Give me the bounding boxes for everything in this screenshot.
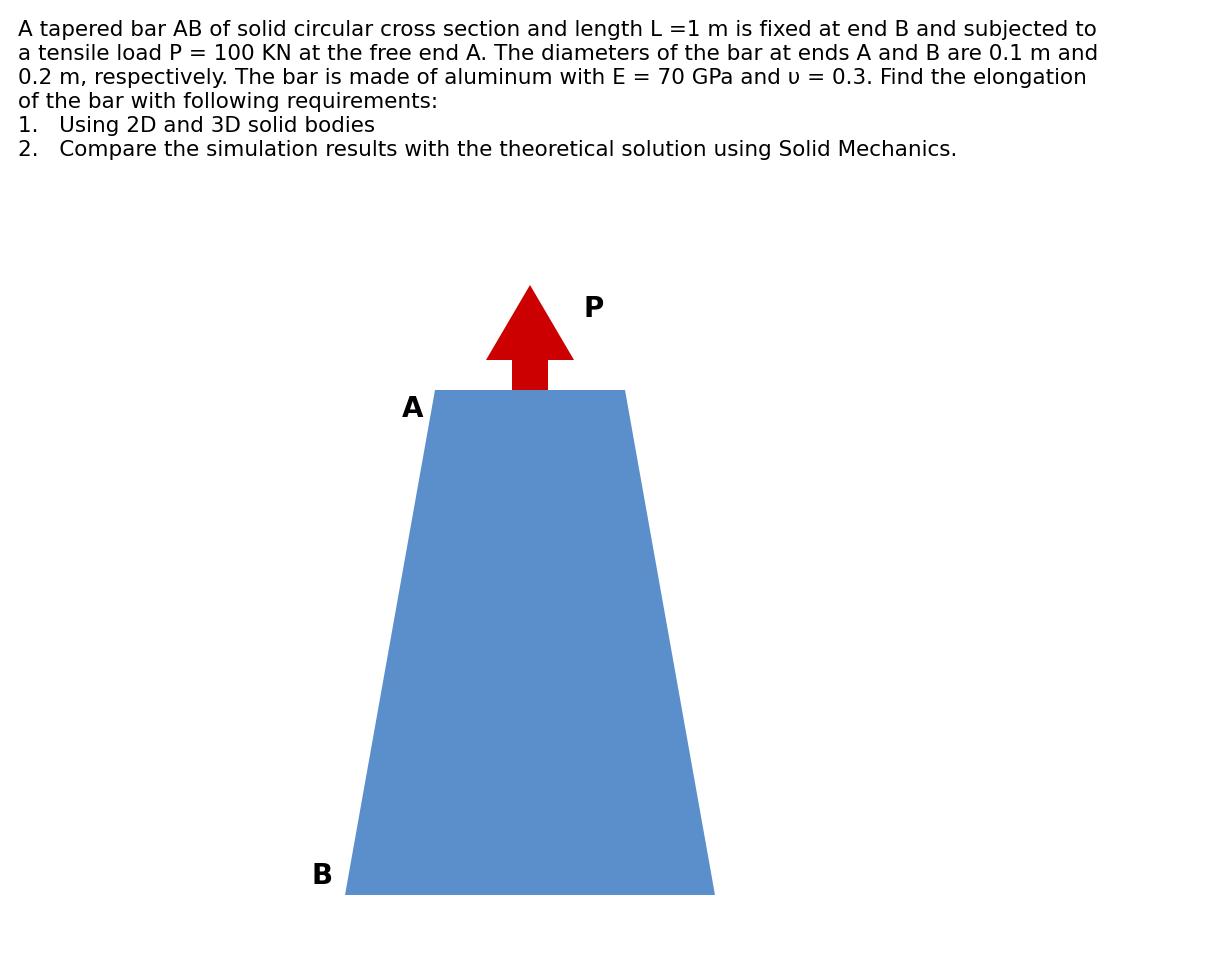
Text: A: A (401, 395, 423, 423)
Text: 2.   Compare the simulation results with the theoretical solution using Solid Me: 2. Compare the simulation results with t… (18, 140, 958, 160)
Polygon shape (486, 285, 574, 390)
Text: B: B (312, 862, 333, 890)
Text: P: P (583, 295, 604, 323)
Text: a tensile load P = 100 KN at the free end A. The diameters of the bar at ends A : a tensile load P = 100 KN at the free en… (18, 44, 1098, 64)
Text: of the bar with following requirements:: of the bar with following requirements: (18, 92, 439, 112)
Polygon shape (345, 390, 715, 895)
Text: 0.2 m, respectively. The bar is made of aluminum with E = 70 GPa and υ = 0.3. Fi: 0.2 m, respectively. The bar is made of … (18, 68, 1087, 88)
Text: 1.   Using 2D and 3D solid bodies: 1. Using 2D and 3D solid bodies (18, 117, 376, 137)
Text: A tapered bar AB of solid circular cross section and length L =1 m is fixed at e: A tapered bar AB of solid circular cross… (18, 20, 1097, 40)
